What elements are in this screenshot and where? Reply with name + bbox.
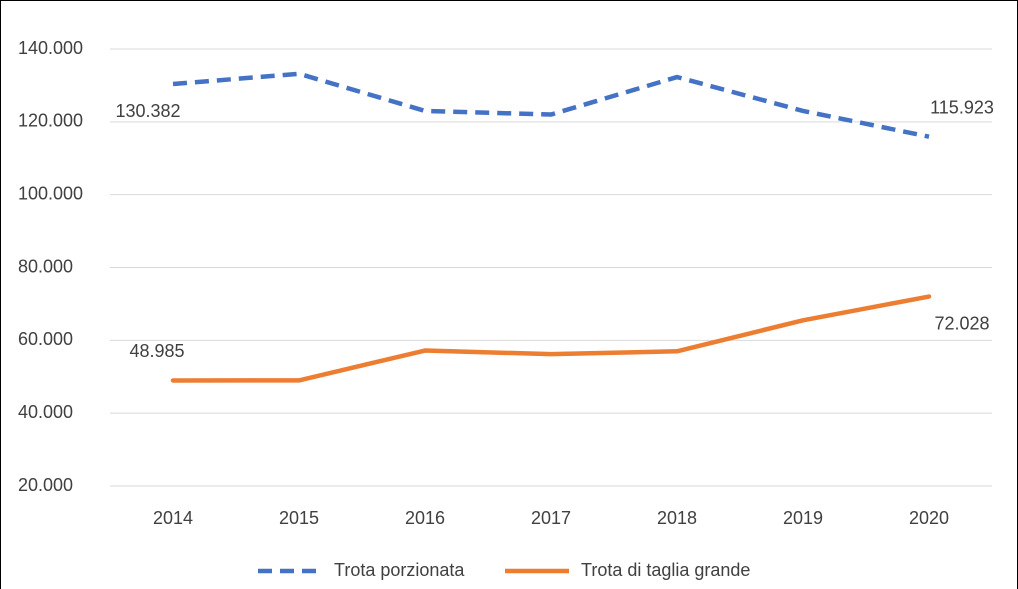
x-tick-label: 2020	[909, 508, 949, 528]
y-tick-label: 100.000	[18, 183, 83, 203]
x-tick-label: 2019	[783, 508, 823, 528]
data-label: 130.382	[115, 101, 180, 121]
x-tick-label: 2016	[405, 508, 445, 528]
x-tick-label: 2015	[279, 508, 319, 528]
legend-label: Trota porzionata	[334, 560, 465, 580]
y-tick-label: 140.000	[18, 38, 83, 58]
y-tick-label: 60.000	[18, 329, 73, 349]
x-tick-label: 2017	[531, 508, 571, 528]
data-label: 115.923	[930, 97, 994, 117]
series-line	[170, 294, 932, 383]
y-tick-label: 80.000	[18, 256, 73, 276]
y-tick-label: 20.000	[18, 475, 73, 495]
legend-label: Trota di taglia grande	[581, 560, 750, 580]
series-line	[172, 71, 930, 139]
data-label: 72.028	[934, 313, 989, 333]
y-tick-label: 40.000	[18, 402, 73, 422]
x-tick-label: 2018	[657, 508, 697, 528]
x-tick-label: 2014	[153, 508, 193, 528]
y-tick-label: 120.000	[18, 111, 83, 131]
data-label: 48.985	[129, 341, 184, 361]
